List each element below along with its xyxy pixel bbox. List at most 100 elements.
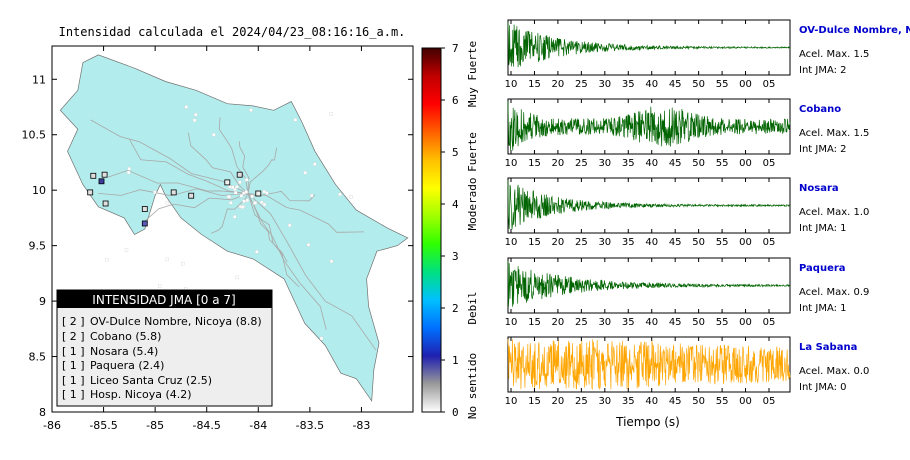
road [211, 193, 249, 234]
legend-row: [ 2 ] Cobano (5.8) [62, 330, 161, 343]
legend-row: [ 2 ] OV-Dulce Nombre, Nicoya (8.8) [62, 315, 262, 328]
costa-rica-land [59, 54, 409, 402]
trace-tick-label: 45 [669, 396, 682, 407]
city-dot [165, 200, 170, 205]
colorbar-category-label: Muy Fuerte [466, 41, 479, 107]
city-dot [240, 205, 245, 209]
waveform [507, 260, 791, 307]
trace-tick-label: 20 [552, 237, 565, 248]
waveform [507, 180, 791, 230]
trace-tick-label: 55 [716, 158, 729, 169]
time-axis-label: Tiempo (s) [615, 415, 680, 429]
trace-tick-label: 40 [645, 79, 658, 90]
trace-tick-label: 05 [763, 396, 776, 407]
trace-tick-label: 45 [669, 317, 682, 328]
station-name: Nosara [799, 183, 839, 194]
waveform [507, 339, 791, 390]
city-dot [124, 248, 129, 252]
road [247, 193, 300, 288]
y-tick-label: 9 [39, 295, 46, 308]
max-accel-label: Acel. Max. 1.5 [799, 128, 869, 139]
trace-tick-label: 50 [692, 317, 705, 328]
trace-tick-label: 40 [645, 237, 658, 248]
legend-row-intensity: [ 1 ] [62, 359, 85, 372]
map-y-ticks: 8 8.5 9 9.5 10 10.5 11 [22, 73, 413, 419]
trace-tick-label: 25 [575, 79, 588, 90]
trace-tick-label: 20 [552, 396, 565, 407]
trace-tick-label: 35 [622, 317, 635, 328]
trace-tick-label: 10 [505, 237, 518, 248]
map-panel: Intensidad calculada el 2024/04/23_08:16… [22, 25, 414, 432]
jma-int-label: Int JMA: 0 [799, 382, 847, 393]
city-dot [227, 194, 231, 199]
trace-tick-label: 25 [575, 396, 588, 407]
trace-tick-label: 25 [575, 158, 588, 169]
city-dot [244, 178, 249, 182]
trace-tick-label: 05 [763, 237, 776, 248]
trace-tick-label: 50 [692, 79, 705, 90]
city-dot [244, 190, 248, 194]
city-dot [233, 187, 237, 191]
station-marker [98, 178, 105, 185]
city-dot [239, 194, 244, 198]
city-dot [126, 170, 131, 175]
seismogram-panel: 10 15 20 25 30 35 40 45 50 55 00 05 Cobano Acel. Max.… [505, 98, 869, 169]
city-dot [233, 191, 238, 195]
city-dot [329, 259, 334, 264]
seismogram-panel: 10 15 20 25 30 35 40 45 50 55 00 05 OV-Dulce Nombre,… [505, 19, 910, 90]
city-dot [262, 202, 267, 207]
trace-tick-label: 10 [505, 158, 518, 169]
trace-tick-label: 10 [505, 396, 518, 407]
station-marker [90, 172, 97, 179]
city-dot [235, 275, 239, 280]
road-network [90, 117, 377, 351]
trace-tick-label: 40 [645, 158, 658, 169]
y-tick-label: 8.5 [29, 351, 47, 364]
colorbar-tick-label: 3 [452, 250, 459, 263]
legend-row: [ 1 ] Paquera (2.4) [62, 359, 164, 372]
trace-tick-label: 50 [692, 237, 705, 248]
city-dot [262, 189, 266, 194]
trace-tick-label: 15 [528, 396, 541, 407]
city-dot [184, 105, 188, 109]
max-accel-label: Acel. Max. 1.0 [799, 207, 869, 218]
legend-title: INTENSIDAD JMA [0 a 7] [92, 293, 235, 307]
city-dot [230, 185, 235, 189]
trace-tick-label: 45 [669, 237, 682, 248]
seismogram-panel: 10 15 20 25 30 35 40 45 50 55 00 05 Nosara Acel. Max.… [505, 177, 869, 248]
road [247, 193, 377, 351]
max-accel-label: Acel. Max. 0.0 [799, 366, 869, 377]
trace-tick-label: 05 [763, 79, 776, 90]
x-tick-label: -83 [352, 419, 370, 432]
waveform [507, 21, 791, 68]
trace-tick-label: 20 [552, 79, 565, 90]
trace-tick-label: 35 [622, 79, 635, 90]
map-frame [51, 45, 414, 413]
trace-tick-label: 25 [575, 237, 588, 248]
legend-row-intensity: [ 2 ] [62, 330, 85, 343]
trace-tick-label: 00 [739, 396, 752, 407]
city-dot [349, 195, 353, 199]
station-marker [141, 206, 148, 212]
trace-tick-label: 20 [552, 158, 565, 169]
road [129, 139, 249, 194]
road [98, 188, 249, 197]
legend-row-label: OV-Dulce Nombre, Nicoya (8.8) [90, 315, 262, 328]
city-dot [329, 112, 333, 116]
trace-tick-label: 00 [739, 237, 752, 248]
trace-tick-label: 55 [716, 79, 729, 90]
city-dot [192, 118, 197, 123]
colorbar-category-label: Fuerte [466, 132, 479, 172]
intensity-legend: INTENSIDAD JMA [0 a 7] [ 2 ] OV-Dulce No… [56, 289, 273, 407]
trace-tick-label: 30 [598, 317, 611, 328]
colorbar-ticks: 0 1 2 3 4 5 6 7 [441, 42, 459, 419]
legend-row-label: Liceo Santa Cruz (2.5) [90, 374, 212, 387]
colorbar-category-label: No sentido [466, 353, 479, 419]
trace-tick-label: 10 [505, 317, 518, 328]
station-name: Paquera [799, 263, 846, 274]
trace-tick-label: 05 [763, 317, 776, 328]
trace-tick-label: 15 [528, 317, 541, 328]
legend-row: [ 1 ] Hosp. Nicoya (4.2) [62, 388, 192, 401]
city-dot [303, 171, 307, 175]
jma-int-label: Int JMA: 2 [799, 65, 847, 76]
